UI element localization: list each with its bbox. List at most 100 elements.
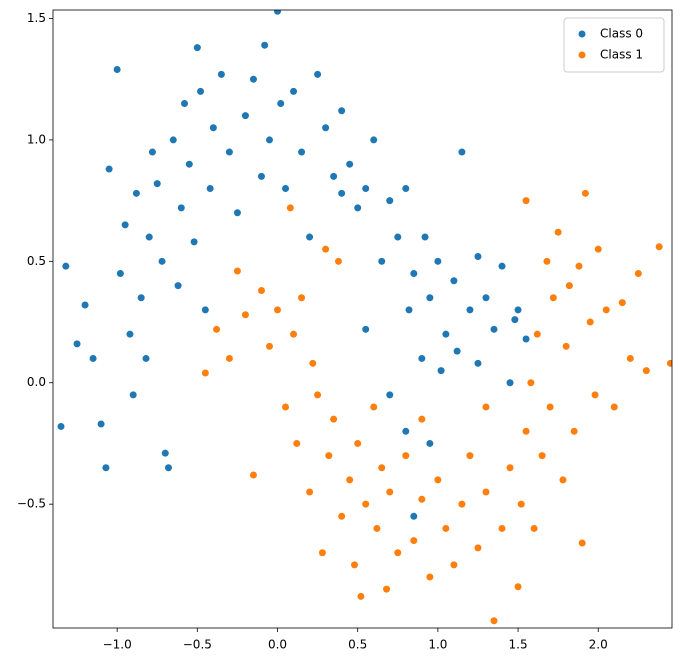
point	[458, 148, 466, 156]
point	[217, 70, 225, 78]
point	[538, 452, 546, 460]
point	[225, 148, 233, 156]
x-tick-label: 0.5	[348, 638, 367, 652]
point	[126, 330, 134, 338]
point	[506, 464, 514, 472]
point	[498, 524, 506, 532]
point	[298, 148, 306, 156]
point	[383, 585, 391, 593]
legend-label: Class 0	[600, 27, 643, 41]
point	[322, 124, 330, 132]
point	[206, 184, 214, 192]
point	[559, 476, 567, 484]
point	[474, 359, 482, 367]
point	[578, 539, 586, 547]
point	[241, 112, 249, 120]
point	[330, 415, 338, 423]
point	[533, 330, 541, 338]
point	[209, 124, 217, 132]
point	[514, 583, 522, 591]
point	[330, 172, 338, 180]
point	[517, 500, 525, 508]
point	[362, 184, 370, 192]
point	[298, 294, 306, 302]
plot-area	[57, 10, 672, 625]
point	[530, 524, 538, 532]
point	[314, 70, 322, 78]
point	[626, 354, 634, 362]
point	[655, 243, 663, 251]
point	[490, 325, 498, 333]
point	[274, 10, 282, 15]
point	[309, 359, 317, 367]
point	[570, 427, 578, 435]
point	[370, 136, 378, 144]
point	[274, 306, 282, 314]
point	[261, 41, 269, 49]
point	[282, 403, 290, 411]
point	[386, 391, 394, 399]
point	[314, 391, 322, 399]
point	[318, 549, 326, 557]
point	[286, 204, 294, 212]
point	[73, 340, 81, 348]
point	[418, 415, 426, 423]
point	[666, 359, 672, 367]
point	[490, 617, 498, 625]
point	[418, 354, 426, 362]
point	[338, 189, 346, 197]
point	[522, 427, 530, 435]
point	[546, 403, 554, 411]
point	[450, 277, 458, 285]
point	[306, 233, 314, 241]
axes-frame	[52, 9, 673, 629]
point	[386, 197, 394, 205]
point	[338, 512, 346, 520]
point	[378, 257, 386, 265]
point	[153, 180, 161, 188]
point	[474, 544, 482, 552]
point	[554, 228, 562, 236]
point	[164, 464, 172, 472]
point	[97, 420, 105, 428]
point	[142, 354, 150, 362]
point	[265, 136, 273, 144]
point	[137, 294, 145, 302]
point	[185, 160, 193, 168]
point	[562, 342, 570, 350]
point	[466, 452, 474, 460]
point	[405, 306, 413, 314]
point	[249, 471, 257, 479]
point	[581, 189, 589, 197]
point	[81, 301, 89, 309]
point	[634, 269, 642, 277]
y-tick-label: 1.0	[27, 132, 46, 146]
point	[514, 306, 522, 314]
point	[233, 267, 241, 275]
x-tick-label: −0.5	[183, 638, 212, 652]
point	[362, 325, 370, 333]
point	[57, 422, 65, 430]
point	[249, 75, 257, 83]
point	[282, 184, 290, 192]
point	[421, 233, 429, 241]
point	[105, 165, 113, 173]
legend-marker	[578, 51, 586, 59]
point	[506, 379, 514, 387]
point	[378, 464, 386, 472]
point	[610, 403, 618, 411]
point	[474, 252, 482, 260]
point	[434, 257, 442, 265]
point	[410, 512, 418, 520]
y-tick-label: −0.5	[17, 497, 46, 511]
point	[322, 245, 330, 253]
point	[158, 257, 166, 265]
point	[177, 204, 185, 212]
point	[586, 318, 594, 326]
point	[354, 439, 362, 447]
point	[594, 245, 602, 253]
point	[426, 294, 434, 302]
point	[290, 330, 298, 338]
point	[426, 573, 434, 581]
